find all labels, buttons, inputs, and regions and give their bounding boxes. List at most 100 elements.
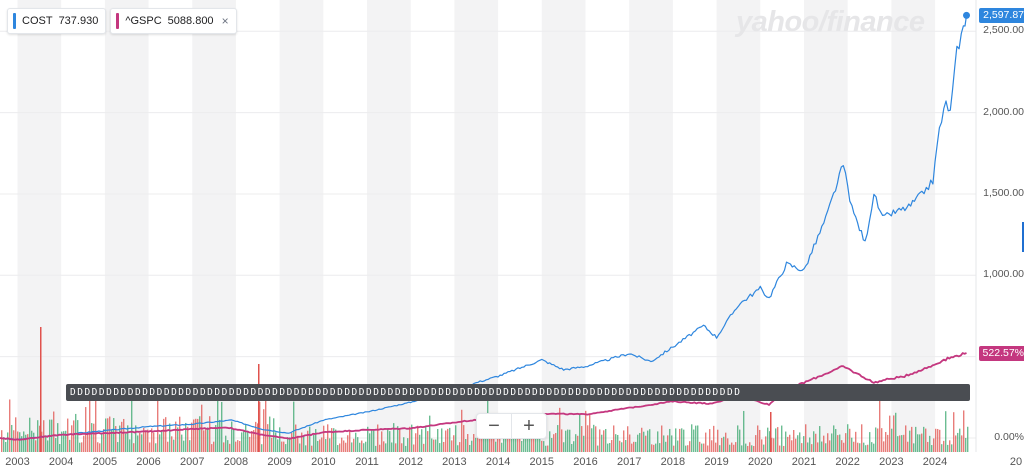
volume-bar bbox=[19, 432, 21, 452]
volume-bar bbox=[939, 429, 941, 452]
volume-bar bbox=[417, 425, 419, 452]
volume-bar bbox=[231, 421, 233, 452]
volume-bar bbox=[101, 433, 103, 452]
volume-bar bbox=[5, 441, 7, 452]
volume-bar bbox=[847, 424, 849, 452]
volume-bar bbox=[223, 442, 225, 452]
volume-bar bbox=[789, 434, 791, 452]
scroll-handle[interactable] bbox=[1022, 222, 1024, 252]
x-tick-label: 2022 bbox=[835, 456, 860, 468]
volume-bar bbox=[189, 440, 191, 452]
volume-bar bbox=[663, 435, 665, 452]
volume-bar bbox=[41, 431, 43, 452]
x-tick-label: 20 bbox=[1009, 456, 1023, 468]
volume-bar bbox=[885, 432, 887, 452]
volume-bar bbox=[219, 419, 221, 452]
volume-bar bbox=[287, 437, 289, 452]
volume-bar bbox=[843, 442, 845, 452]
volume-bar bbox=[313, 434, 315, 452]
volume-bar bbox=[579, 413, 581, 452]
gspc-color-swatch bbox=[116, 13, 120, 29]
volume-bar bbox=[177, 427, 179, 452]
volume-bar bbox=[167, 441, 169, 452]
gspc-price-tag: 522.57% bbox=[978, 346, 1024, 361]
volume-bar bbox=[809, 437, 811, 452]
remove-comparison-icon[interactable]: × bbox=[221, 14, 229, 28]
volume-bar bbox=[855, 431, 857, 452]
volume-bar bbox=[429, 415, 431, 452]
volume-bar bbox=[833, 425, 835, 452]
volume-bar bbox=[465, 439, 467, 452]
volume-bar bbox=[805, 424, 807, 452]
volume-bar bbox=[629, 434, 631, 452]
volume-bar bbox=[371, 430, 373, 452]
zoom-out-button[interactable]: − bbox=[488, 415, 500, 437]
volume-bar bbox=[787, 436, 789, 452]
volume-bar bbox=[955, 435, 957, 452]
volume-spike bbox=[40, 327, 42, 452]
volume-bar bbox=[835, 429, 837, 452]
x-tick-label: 2010 bbox=[311, 456, 336, 468]
volume-bar bbox=[245, 424, 247, 452]
volume-bar bbox=[677, 440, 679, 452]
events-band[interactable]: DDDDDDDDDDDDDDDDDDDDDDDDDDDDDDDDDDDDDDDD… bbox=[66, 384, 970, 401]
volume-bar bbox=[839, 434, 841, 452]
volume-bar bbox=[1, 430, 3, 452]
volume-bar bbox=[493, 426, 495, 452]
volume-bar bbox=[269, 416, 271, 452]
volume-bar bbox=[621, 442, 623, 452]
volume-bar bbox=[21, 436, 23, 452]
volume-bar bbox=[551, 437, 553, 452]
x-tick-label: 2011 bbox=[355, 456, 379, 468]
volume-bar bbox=[181, 434, 183, 452]
volume-bar bbox=[697, 425, 699, 452]
volume-bar bbox=[29, 417, 31, 452]
volume-bar bbox=[297, 435, 299, 452]
zoom-in-button[interactable]: + bbox=[511, 414, 546, 438]
x-tick-label: 2023 bbox=[879, 456, 904, 468]
volume-bar bbox=[611, 440, 613, 452]
volume-bar bbox=[23, 431, 25, 452]
volume-bar bbox=[871, 442, 873, 452]
volume-bar bbox=[259, 401, 261, 452]
volume-bar bbox=[589, 414, 591, 452]
volume-bar bbox=[915, 426, 917, 452]
volume-bar bbox=[153, 432, 155, 452]
volume-bar bbox=[81, 442, 83, 452]
volume-bar bbox=[353, 438, 355, 452]
volume-bar bbox=[431, 438, 433, 452]
volume-bar bbox=[717, 429, 719, 452]
volume-bar bbox=[873, 443, 875, 452]
volume-bar bbox=[343, 440, 345, 452]
volume-bar bbox=[175, 421, 177, 452]
volume-bar bbox=[795, 438, 797, 452]
volume-bar bbox=[217, 395, 219, 452]
volume-bar bbox=[713, 425, 715, 452]
volume-bar bbox=[59, 443, 61, 452]
legend-chip-cost[interactable]: COST 737.930 bbox=[7, 8, 107, 34]
volume-bar bbox=[119, 425, 121, 452]
volume-bar bbox=[609, 443, 611, 452]
volume-bar bbox=[785, 431, 787, 452]
volume-bar bbox=[519, 428, 521, 452]
volume-bar bbox=[263, 409, 265, 452]
volume-bar bbox=[327, 424, 329, 452]
legend-chip-gspc[interactable]: ^GSPC 5088.800 × bbox=[110, 8, 237, 34]
volume-bar bbox=[577, 435, 579, 452]
volume-bar bbox=[741, 445, 743, 452]
volume-bar bbox=[69, 439, 71, 452]
volume-bar bbox=[641, 427, 643, 452]
volume-bar bbox=[395, 443, 397, 452]
volume-bar bbox=[445, 430, 447, 452]
volume-bar bbox=[227, 440, 229, 452]
volume-bar bbox=[559, 407, 561, 452]
volume-bar bbox=[777, 427, 779, 452]
volume-bar bbox=[695, 425, 697, 452]
volume-bar bbox=[265, 387, 267, 452]
volume-bar bbox=[7, 432, 9, 452]
volume-bar bbox=[797, 435, 799, 452]
volume-bar bbox=[757, 425, 759, 452]
volume-bar bbox=[459, 442, 461, 452]
volume-bar bbox=[173, 439, 175, 452]
